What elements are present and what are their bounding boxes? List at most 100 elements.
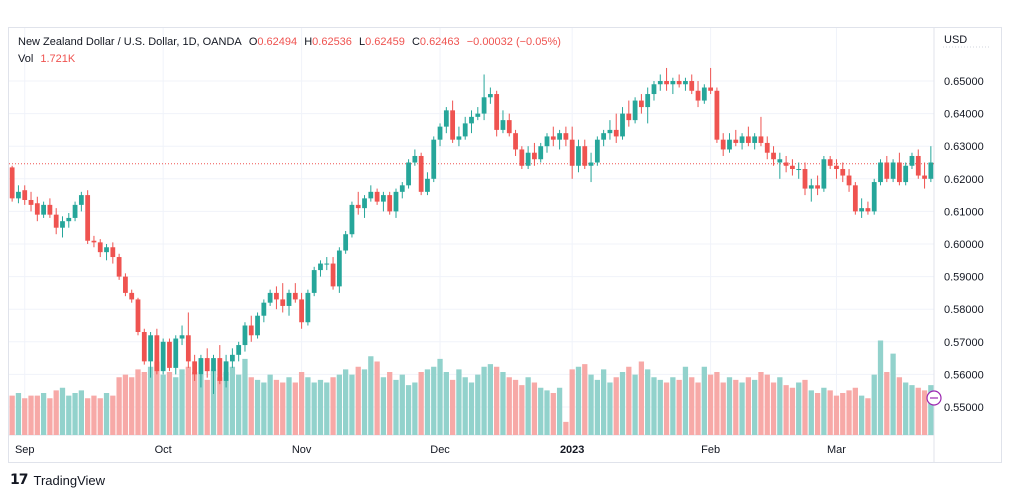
volume-bar [204,379,210,435]
volume-bar [103,393,110,435]
candle-body [255,315,260,336]
volume-bar [141,372,147,435]
candle-body [66,217,72,222]
candle-body [78,195,84,205]
candle-body [324,263,330,265]
candle-body [878,162,883,183]
candle-body [211,358,216,372]
volume-bar [538,387,544,435]
candle-body [802,169,808,189]
volume-bar [632,374,638,435]
candle-body [752,136,758,143]
candle-body [796,169,802,171]
volume-bar [91,395,97,435]
volume-bar [236,374,242,435]
volume-bar [783,385,789,435]
volume-bar [122,374,129,435]
candle-body [890,162,896,179]
brand-label[interactable]: TradingView [33,472,106,488]
volume-bar [40,393,47,435]
volume-bar [758,372,764,435]
volume-bar [607,382,613,435]
volume-bar [273,379,280,435]
candle-body [274,292,279,300]
volume-bar [424,369,431,435]
volume-bar [827,390,833,435]
candle-body [248,325,254,336]
candle-body [664,81,669,85]
volume-bar [663,382,670,435]
volume-bar [242,358,248,435]
candle-body [783,162,789,166]
candle-body [532,152,537,160]
volume-bar [374,361,380,435]
volume-bar [701,366,707,435]
candle-body [582,146,588,166]
candle-body [821,159,827,189]
close-label: C [411,36,420,48]
volume-bar [802,379,808,435]
candle-body [217,358,223,381]
volume-bar [808,390,814,435]
volume-bar [305,377,311,435]
volume-bar [575,366,582,435]
x-tick-label: Dec [430,444,450,456]
candle-body [827,159,833,166]
candle-body [236,345,242,355]
volume-bar [745,377,752,435]
candle-body [318,263,323,271]
volume-bar [733,379,739,435]
volume-bar [185,366,191,435]
y-tick-label: 0.59000 [944,272,984,284]
volume-bar [248,377,254,435]
volume-bar [217,377,223,435]
volume-bar [569,369,575,435]
volume-bar [28,395,34,435]
volume-bar [336,374,342,435]
candle-body [261,302,267,316]
volume-bar [418,372,424,435]
candle-body [909,155,915,166]
candle-body [557,133,562,140]
volume-bar [387,372,393,435]
volume-bar [229,366,236,435]
candle-body [28,199,34,205]
candle-body [343,234,349,251]
candle-body [141,332,147,362]
currency-label: USD [944,34,968,46]
volume-bar [135,369,141,435]
volume-bar [59,387,66,435]
candle-body [576,146,581,166]
candle-body [651,84,657,95]
volume-bar [15,393,22,435]
chart-legend: New Zealand Dollar / U.S. Dollar, 1D, OA… [18,36,565,48]
candle-body [594,139,600,163]
volume-bar [431,366,437,435]
candle-body [494,94,500,130]
chart-frame [8,27,1002,463]
candle-body [223,361,229,381]
candle-body [513,133,518,150]
candle-body [456,136,462,140]
candle-body [135,299,141,333]
volume-bar [47,398,53,435]
candle-body [198,358,204,375]
volume-bar [330,377,336,435]
volume-bar [456,369,462,435]
volume-bar [739,382,745,435]
candle-body [16,191,21,199]
candle-body [305,292,311,323]
candle-body [381,195,386,202]
candle-body [670,81,676,85]
volume-bar [147,366,154,435]
candle-body [330,263,336,287]
candle-body [368,191,374,199]
candle-body [185,335,191,362]
volume-bar [588,374,594,435]
candle-body [9,167,15,199]
candle-body [116,257,122,277]
volume-bar [173,377,179,435]
candle-body [267,292,273,303]
candle-body [846,175,852,186]
